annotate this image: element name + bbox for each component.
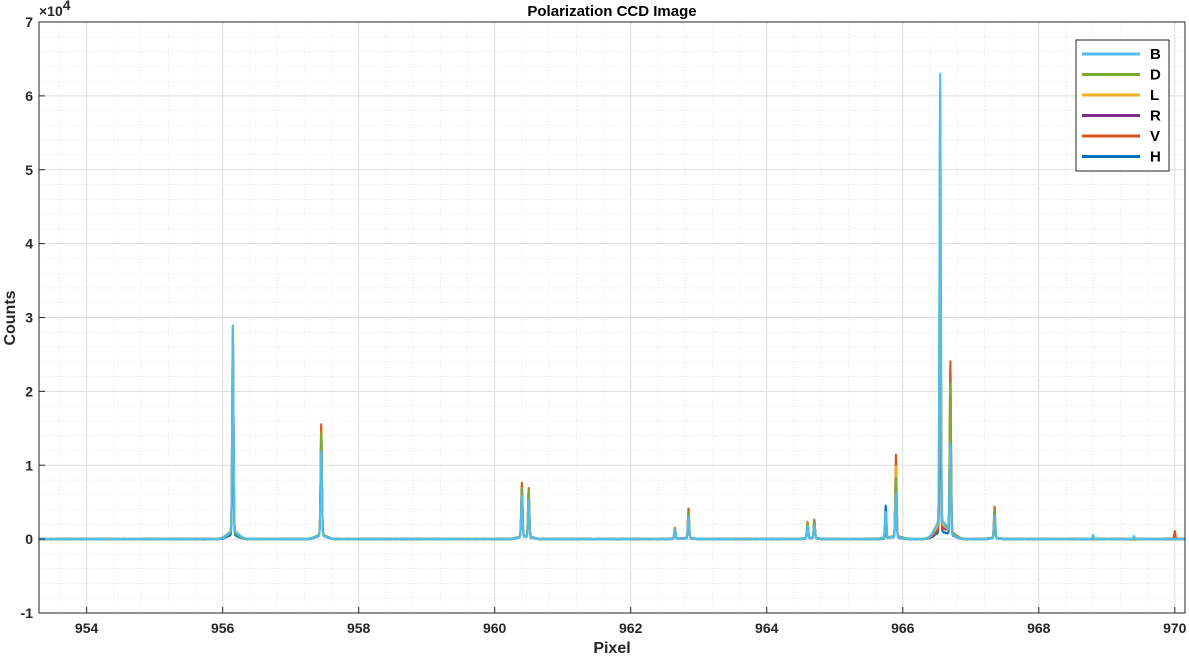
y-tick-label: 0	[25, 531, 33, 547]
x-axis: 954 956 958 960 962 964 966 968 970	[75, 607, 1187, 636]
y-tick-label: -1	[21, 605, 34, 621]
x-tick-label: 968	[1027, 620, 1051, 636]
legend-label-V: V	[1150, 128, 1160, 145]
y-tick-label: 3	[25, 310, 33, 326]
y-exponent-base: ×10	[39, 3, 63, 19]
y-tick-label: 5	[25, 162, 33, 178]
y-tick-label: 6	[25, 88, 33, 104]
y-tick-label: 4	[25, 236, 33, 252]
y-tick-label: 2	[25, 383, 33, 399]
legend-label-D: D	[1150, 67, 1161, 84]
x-tick-label: 960	[483, 620, 507, 636]
series-line-B	[38, 72, 1186, 541]
y-exponent-power: 4	[63, 0, 71, 13]
legend-label-R: R	[1150, 108, 1161, 125]
x-tick-label: 958	[347, 620, 371, 636]
y-exponent-label: ×104	[39, 0, 71, 19]
y-axis-label: Counts	[2, 290, 19, 345]
chart-title: Polarization CCD Image	[527, 3, 696, 20]
x-tick-label: 954	[75, 620, 99, 636]
legend-label-B: B	[1150, 46, 1161, 63]
x-axis-label: Pixel	[593, 640, 630, 657]
y-axis: -1 0 1 2 3 4 5 6 7	[21, 14, 45, 621]
x-tick-label: 964	[755, 620, 779, 636]
x-tick-label: 970	[1163, 620, 1187, 636]
x-tick-label: 966	[891, 620, 915, 636]
legend-box	[1075, 39, 1170, 172]
y-tick-label: 1	[25, 457, 33, 473]
x-tick-label: 956	[211, 620, 235, 636]
series-lines	[38, 72, 1186, 541]
legend-label-H: H	[1150, 149, 1161, 166]
y-tick-label: 7	[25, 14, 33, 30]
legend-label-L: L	[1150, 87, 1159, 104]
x-tick-label: 962	[619, 620, 643, 636]
